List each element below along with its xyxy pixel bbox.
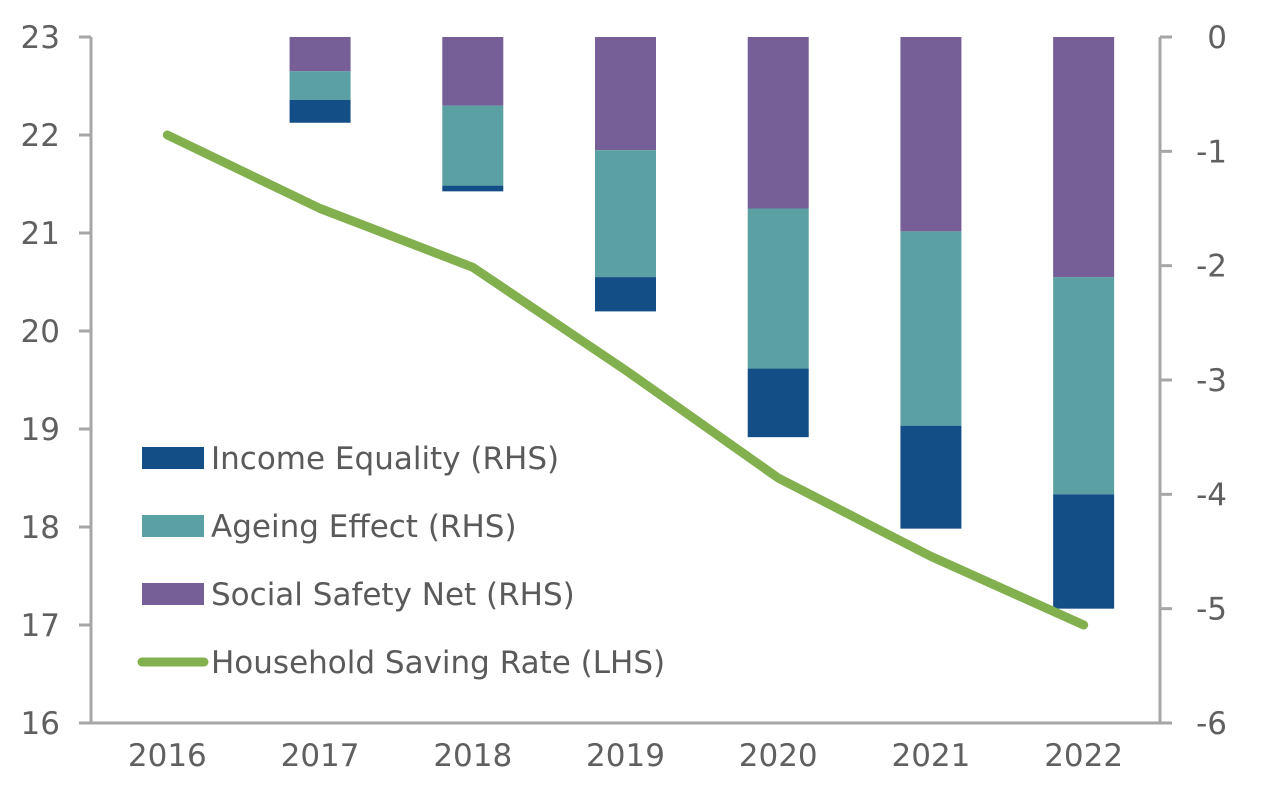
bar-2-2019 (595, 277, 656, 312)
bar-2-2021 (900, 425, 962, 529)
bar-layer (289, 37, 1115, 609)
bar-1-2022 (1053, 277, 1115, 495)
right-tick-label--3: -3 (1196, 363, 1227, 399)
right-tick-label--5: -5 (1196, 592, 1227, 628)
legend-label-1: Ageing Effect (RHS) (211, 509, 517, 545)
x-tick-label-2016: 2016 (128, 738, 207, 774)
bar-1-2017 (289, 71, 351, 100)
bar-1-2021 (900, 231, 962, 426)
right-tick-label--6: -6 (1196, 706, 1227, 742)
right-tick-label--2: -2 (1196, 249, 1227, 285)
x-tick-label-2021: 2021 (891, 738, 970, 774)
x-tick-label-2020: 2020 (739, 738, 818, 774)
bar-1-2019 (595, 150, 656, 278)
right-tick-label--1: -1 (1196, 134, 1227, 170)
legend-swatch-1 (142, 515, 204, 537)
x-tick-label-2019: 2019 (586, 738, 665, 774)
bar-0-2022 (1053, 37, 1115, 278)
bar-0-2019 (595, 37, 656, 151)
right-tick-label-0: 0 (1207, 20, 1227, 56)
line-layer (162, 130, 1089, 630)
x-tick-label-2017: 2017 (281, 738, 360, 774)
legend: Income Equality (RHS) Ageing Effect (RHS)… (137, 441, 665, 681)
bar-1-2018 (442, 105, 504, 186)
legend-swatch-2 (142, 583, 204, 605)
left-tick-label-22: 22 (21, 118, 60, 154)
left-tick-label-21: 21 (21, 216, 60, 252)
left-tick-label-23: 23 (21, 20, 60, 56)
left-tick-label-18: 18 (21, 510, 60, 546)
bar-0-2020 (747, 37, 809, 209)
left-tick-label-17: 17 (21, 608, 60, 644)
legend-label-2: Social Safety Net (RHS) (211, 577, 575, 613)
bar-2-2020 (747, 368, 809, 438)
left-tick-label-19: 19 (21, 412, 60, 448)
bar-0-2017 (289, 37, 351, 72)
left-tick-label-16: 16 (21, 706, 60, 742)
bar-1-2020 (747, 208, 809, 369)
legend-label-3: Household Saving Rate (LHS) (211, 645, 665, 681)
x-tick-label-2018: 2018 (433, 738, 512, 774)
bar-2-2017 (289, 99, 351, 123)
bar-0-2018 (442, 37, 504, 106)
x-tick-label-2022: 2022 (1044, 738, 1123, 774)
bar-2-2018 (442, 185, 504, 192)
left-tick-label-20: 20 (21, 314, 60, 350)
series-line-0 (162, 130, 1089, 630)
bar-0-2021 (900, 37, 962, 232)
legend-swatch-0 (142, 447, 204, 469)
bar-2-2022 (1053, 494, 1115, 609)
right-tick-label--4: -4 (1196, 477, 1227, 513)
legend-label-0: Income Equality (RHS) (211, 441, 559, 477)
